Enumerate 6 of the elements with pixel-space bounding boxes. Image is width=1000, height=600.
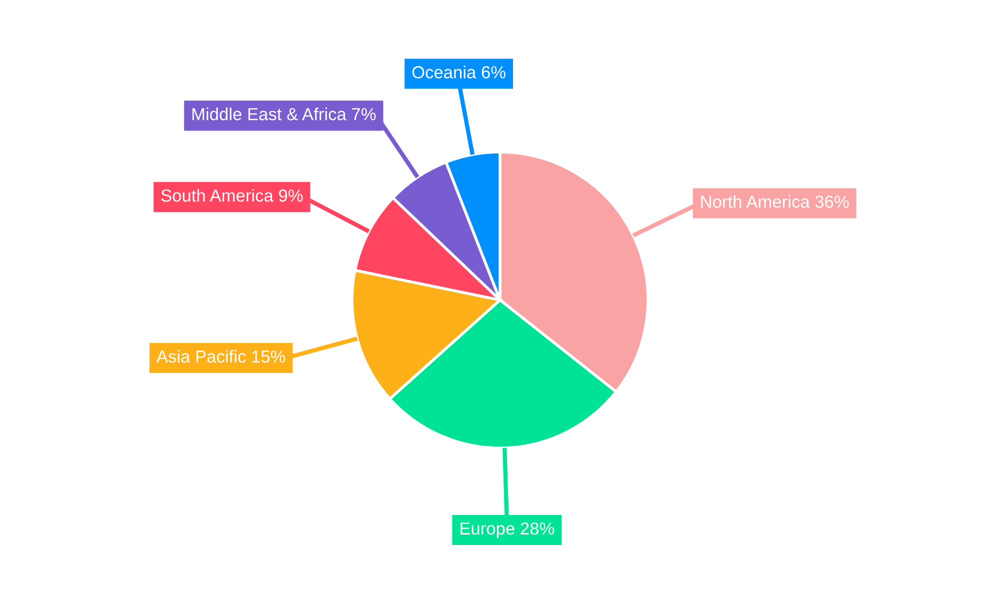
slice-label: South America 9% <box>161 188 303 202</box>
slice-label: North America 36% <box>701 195 849 208</box>
slice-label: Asia Pacific 15% <box>156 350 286 363</box>
slice-label: Middle East & Africa 7% <box>192 108 376 120</box>
slice-label: Europe 28% <box>460 522 554 538</box>
slice-label: Oceania 6% <box>412 66 506 78</box>
